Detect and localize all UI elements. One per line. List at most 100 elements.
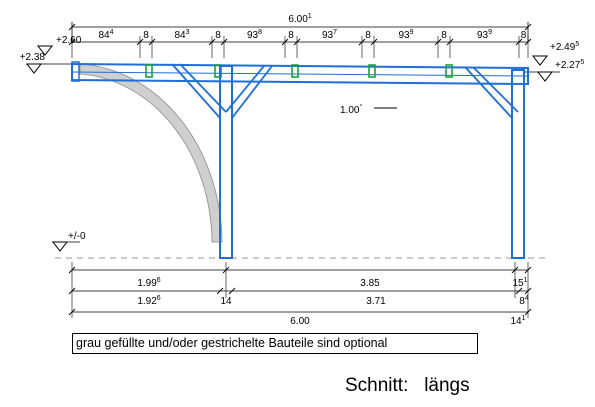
bottom-row1-label-value: 1.99: [137, 278, 157, 289]
post-right: [511, 69, 525, 259]
carport-structure: [71, 61, 529, 259]
segment-label-value: 93: [477, 30, 489, 41]
segment-label-value: 84: [174, 30, 186, 41]
segment-label: 8: [521, 30, 527, 41]
dimension-tick: [524, 38, 532, 46]
total-width-label-superscript: 1: [308, 13, 312, 20]
segment-label: 843: [174, 29, 189, 41]
beam-end-left: [71, 61, 80, 82]
bottom-total-label: 6.00: [290, 316, 310, 327]
dimension-tick: [222, 266, 230, 274]
segment-label: 8: [441, 30, 447, 41]
segment-label-value: 8: [143, 30, 149, 41]
bottom-end-label-superscript: 1: [522, 315, 526, 322]
purlin: [368, 64, 376, 78]
bottom-end-label: 141: [510, 315, 525, 327]
segment-label: 937: [322, 29, 337, 41]
dimension-tick: [524, 287, 532, 295]
level-top-right-lower-superscript: 5: [580, 59, 584, 66]
bottom-row1-label-superscript: 1: [524, 277, 528, 284]
segment-label: 939: [477, 29, 492, 41]
dimension-tick: [511, 266, 519, 274]
segment-label-value: 84: [98, 30, 110, 41]
bottom-row2-label-value: 8: [519, 296, 525, 307]
dimension-tick: [228, 287, 236, 295]
total-width-label-value: 6.00: [288, 14, 308, 25]
level-marker-ground: [51, 241, 69, 252]
level-top-right-lower-value: +2.27: [555, 60, 581, 71]
segment-label-superscript: 3: [186, 29, 190, 36]
level-top-left-value: +2.60: [56, 35, 82, 46]
segment-label-superscript: 9: [488, 29, 492, 36]
segment-label: 938: [247, 29, 262, 41]
level-top-right-lower: +2.275: [555, 59, 584, 71]
brace-left-a: [179, 63, 227, 113]
bottom-row2-label-value: 1.92: [137, 296, 157, 307]
dimension-tick: [524, 308, 532, 316]
brace-right: [465, 67, 513, 119]
level-top-right-superscript: 5: [575, 41, 579, 48]
bottom-row1-label: 3.85: [360, 278, 380, 289]
dimension-tick: [524, 23, 532, 31]
dimension-tick: [68, 23, 76, 31]
purlin: [445, 64, 453, 78]
dimension-tick: [220, 38, 228, 46]
level-ground-value: +/-0: [68, 231, 86, 242]
roof-beam-inner-line: [71, 71, 529, 77]
section-title: Schnitt: längs: [345, 375, 470, 396]
bottom-row2-label: 14: [220, 296, 232, 307]
bottom-row1-label: 151: [512, 277, 527, 289]
level-marker-left-lower: [25, 63, 43, 74]
segment-label-value: 93: [247, 30, 259, 41]
bottom-row1-label-value: 15: [512, 278, 524, 289]
purlin: [291, 64, 299, 78]
brace-right: [473, 67, 519, 113]
purlin: [145, 64, 153, 78]
segment-label-value: 8: [215, 30, 221, 41]
slope-label: 1.00°: [340, 103, 362, 116]
brace-left-b: [231, 65, 273, 119]
dimension-tick: [68, 308, 76, 316]
dimension-tick: [358, 38, 366, 46]
optional-parts-note: grau gefüllte und/oder gestrichelte Baut…: [72, 333, 478, 354]
total-width-label: 6.001: [288, 13, 311, 25]
dimension-tick: [68, 266, 76, 274]
segment-label-value: 93: [322, 30, 334, 41]
slope-label-superscript: °: [359, 103, 362, 111]
dimension-tick: [216, 287, 224, 295]
bottom-end-label-value: 14: [510, 316, 522, 327]
level-top-left: +2.60: [56, 35, 82, 46]
dimension-tick: [370, 38, 378, 46]
dimension-tick: [515, 38, 523, 46]
dimension-tick: [208, 38, 216, 46]
bottom-row2-label-superscript: 4: [525, 295, 529, 302]
segment-label-value: 8: [288, 30, 294, 41]
segment-label-superscript: 7: [333, 29, 337, 36]
dimension-tick: [446, 38, 454, 46]
segment-label-value: 8: [441, 30, 447, 41]
segment-label: 939: [398, 29, 413, 41]
segment-label-superscript: 4: [110, 29, 114, 36]
segment-label-superscript: 9: [410, 29, 414, 36]
level-ground: +/-0: [68, 231, 86, 242]
bottom-row2-label-value: 3.71: [366, 296, 386, 307]
segment-label: 8: [288, 30, 294, 41]
dimension-tick: [515, 287, 523, 295]
level-top-right: +2.495: [550, 41, 579, 53]
segment-label-value: 8: [521, 30, 527, 41]
segment-label: 8: [215, 30, 221, 41]
brace-left-b: [225, 65, 265, 113]
bottom-row2-label: 3.71: [366, 296, 386, 307]
segment-label: 8: [143, 30, 149, 41]
bottom-row1-label-superscript: 6: [157, 277, 161, 284]
level-top-left-lower-value: +2.38: [20, 52, 46, 63]
bottom-row2-label: 84: [519, 295, 529, 307]
segment-label-value: 8: [365, 30, 371, 41]
slope-label-value: 1.00: [340, 105, 360, 116]
dimension-tick: [281, 38, 289, 46]
dimension-tick: [68, 287, 76, 295]
dimension-tick: [68, 38, 76, 46]
brace-left-a: [171, 63, 221, 119]
